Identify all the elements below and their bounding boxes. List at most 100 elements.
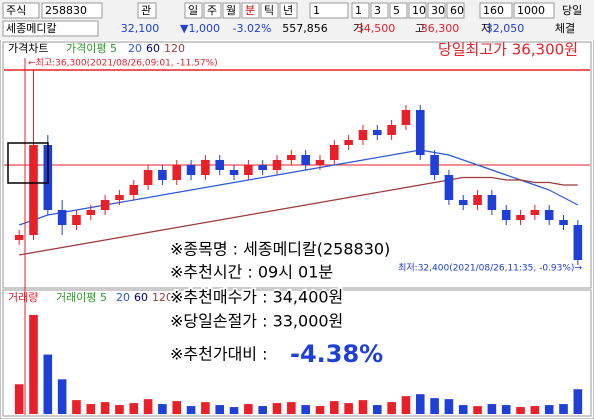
period-box[interactable]	[203, 2, 222, 19]
candle-body	[143, 170, 153, 185]
candle-body	[516, 215, 525, 220]
code-box[interactable]	[41, 2, 103, 19]
period[interactable]: 월	[226, 4, 236, 17]
minute-box[interactable]	[446, 2, 465, 19]
candle-body	[201, 160, 210, 175]
candle-body	[301, 155, 310, 165]
volume-bar	[86, 404, 96, 414]
market-box[interactable]	[2, 2, 40, 19]
volume-bar	[186, 406, 196, 414]
stock-name[interactable]: 세종메디칼	[6, 22, 57, 35]
period[interactable]: 주	[207, 4, 217, 17]
minute[interactable]: 60	[450, 4, 464, 17]
moving-average	[18, 149, 579, 226]
period-box[interactable]	[279, 2, 298, 19]
volume-bar	[215, 405, 225, 414]
view-count-box[interactable]	[479, 2, 513, 19]
candle-body	[14, 235, 24, 240]
minute[interactable]: 1	[355, 4, 362, 17]
volume-bar	[473, 406, 482, 414]
volume-bar	[72, 400, 81, 414]
volume-bar	[158, 404, 167, 414]
candle-body	[401, 110, 411, 125]
code[interactable]: 258830	[45, 4, 87, 17]
period-box[interactable]	[260, 2, 279, 19]
minute-box[interactable]	[370, 2, 389, 19]
volume-pane	[2, 289, 592, 417]
minute[interactable]: 5	[393, 4, 400, 17]
quote-volume: 557,856	[282, 22, 328, 35]
candle-body	[86, 210, 96, 215]
today[interactable]: 당일	[562, 3, 582, 17]
candle-body	[115, 195, 124, 200]
watch-box[interactable]	[137, 2, 157, 19]
quote-low-label: 저	[481, 22, 491, 35]
candle-body	[57, 210, 67, 225]
view-count[interactable]: 160	[483, 4, 504, 17]
volume-bar	[229, 407, 239, 414]
candle-body	[387, 125, 396, 135]
candle-body	[458, 200, 468, 205]
total[interactable]: 1000	[517, 4, 545, 17]
volume-bar	[43, 354, 53, 414]
chart: 가격차트 가격이평 5 20 60 120 당일최고가 36,300원 ←최고:36,300…	[4, 41, 590, 414]
volume-ma-period: 60	[134, 291, 148, 304]
price-ma-period: 60	[146, 42, 160, 55]
minute[interactable]: 10	[412, 4, 426, 17]
candle-body	[158, 170, 167, 180]
minute[interactable]: 3	[374, 4, 381, 17]
minute[interactable]: 30	[431, 4, 445, 17]
quote-price: 32,100	[121, 22, 160, 35]
volume-ma-period: 20	[116, 291, 130, 304]
candle-body	[100, 200, 110, 210]
volume-bar	[387, 402, 396, 414]
volume-bar	[444, 399, 454, 414]
minute-box[interactable]	[408, 2, 427, 19]
period-count[interactable]: 1	[313, 4, 320, 17]
candle-body	[501, 210, 511, 220]
stock-name-box[interactable]	[2, 20, 99, 37]
volume-bar	[430, 398, 439, 414]
period-box[interactable]	[184, 2, 203, 19]
overlay-line: ※추천매수가 : 34,400원	[170, 288, 343, 307]
period[interactable]: 일	[188, 3, 198, 17]
minute-box[interactable]	[427, 2, 446, 19]
total-box[interactable]	[513, 2, 555, 19]
watch[interactable]: 관	[141, 4, 151, 17]
candle-body	[129, 185, 139, 195]
period-count-box[interactable]	[309, 2, 349, 19]
candle-body	[358, 130, 368, 140]
overlay-line: ※추천시간 : 09시 01분	[170, 263, 333, 282]
quote-high: 36,300	[421, 22, 460, 35]
volume-bar	[172, 401, 182, 414]
candle-body	[544, 210, 554, 220]
candle-body	[473, 195, 482, 205]
candle-body	[559, 220, 568, 225]
quote-open-label: 거	[353, 22, 363, 35]
minute-box[interactable]	[389, 2, 408, 19]
period[interactable]: 년	[283, 4, 293, 17]
candle-body	[415, 110, 425, 155]
price-ma-period: 20	[128, 42, 142, 55]
volume-bar	[301, 405, 310, 414]
period[interactable]: 분	[245, 4, 255, 17]
period-box[interactable]	[222, 2, 241, 19]
volume-bar	[344, 403, 353, 414]
price-ma-period: 120	[164, 42, 185, 55]
volume-bar	[115, 405, 124, 414]
candle-body	[573, 225, 583, 260]
candle-body	[287, 155, 296, 160]
candle-body	[372, 130, 382, 135]
period[interactable]: 틱	[264, 4, 274, 17]
market[interactable]: 주식	[6, 4, 26, 17]
volume-bar	[129, 403, 139, 414]
volume-bar	[544, 405, 554, 414]
period-box[interactable]	[241, 2, 260, 19]
candle-body	[215, 160, 225, 170]
volume-bar	[516, 407, 525, 414]
volume-title: 거래량	[8, 291, 38, 304]
candle-body	[229, 170, 239, 175]
minute-box[interactable]	[351, 2, 370, 19]
